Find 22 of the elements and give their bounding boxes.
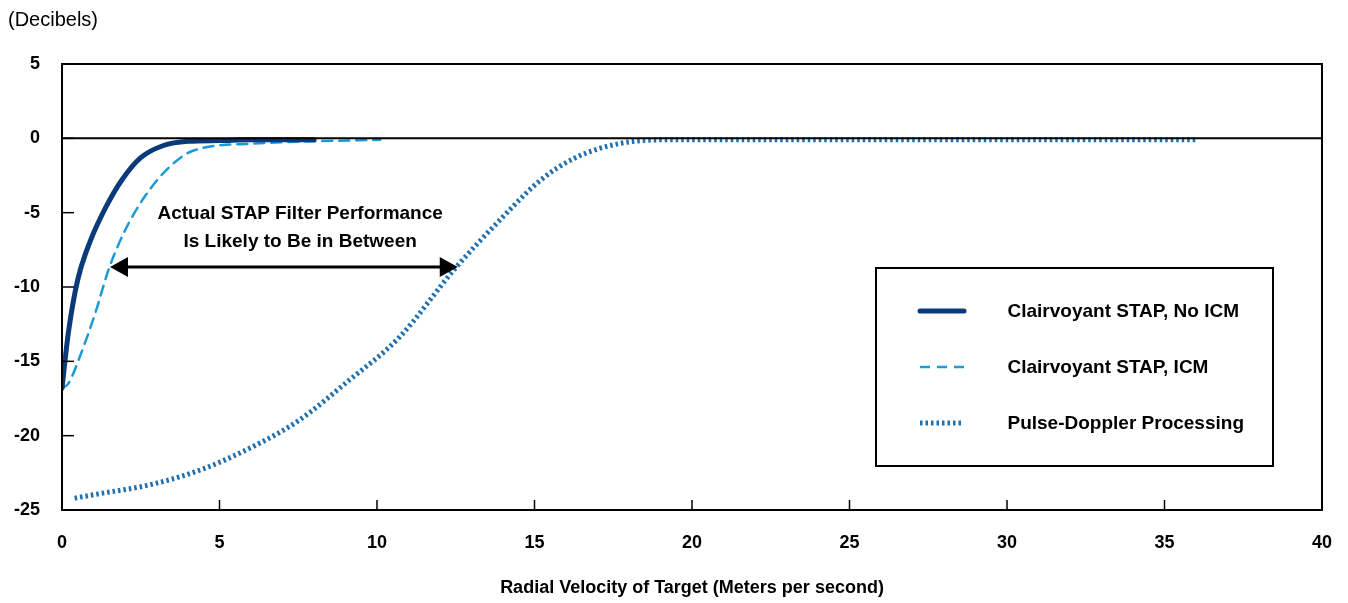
legend-label: Clairvoyant STAP, No ICM (1007, 300, 1240, 322)
x-tick-label: 10 (366, 531, 388, 552)
y-axis-title: (Decibels) (8, 8, 99, 31)
y-tick-label: -10 (13, 275, 40, 296)
x-tick-label: 15 (524, 531, 545, 552)
y-tick-label: -15 (13, 350, 40, 371)
x-tick-label: 25 (839, 531, 860, 552)
x-tick-label: 35 (1154, 531, 1175, 552)
y-tick-label: 0 (29, 127, 40, 148)
y-tick-label: -20 (13, 424, 40, 445)
legend-label: Pulse-Doppler Processing (1007, 412, 1244, 434)
x-tick-label: 30 (996, 531, 1018, 552)
y-tick-label: -5 (23, 201, 40, 222)
x-axis-title: Radial Velocity of Target (Meters per second) (500, 577, 884, 598)
annotation: Actual STAP Filter Performance Is Likely to Be in Between (157, 201, 443, 251)
x-tick-label: 0 (56, 531, 68, 552)
x-tick-label: 40 (1311, 531, 1333, 552)
legend-label: Clairvoyant STAP, ICM (1007, 356, 1209, 378)
y-tick-label: 5 (29, 52, 40, 73)
x-tick-label: 5 (214, 531, 225, 552)
x-tick-label: 20 (681, 531, 703, 552)
y-tick-label: -25 (13, 498, 40, 519)
